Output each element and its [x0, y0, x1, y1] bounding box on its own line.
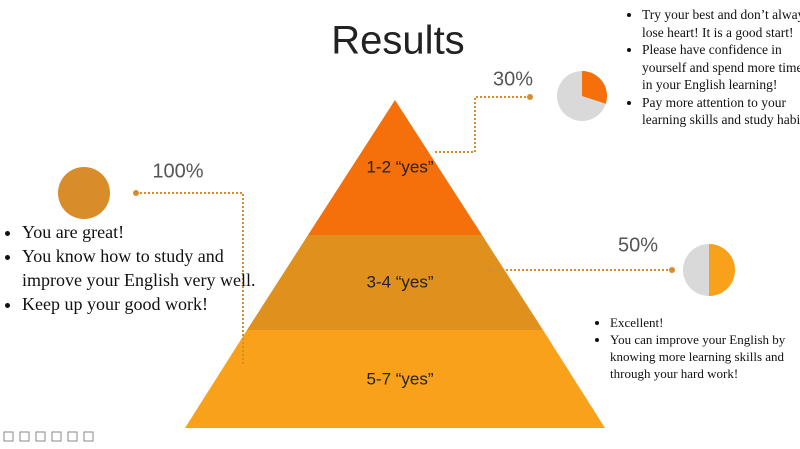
advice-item: Pay more attention to your learning skil…: [642, 94, 800, 129]
percent-label: 30%: [493, 68, 533, 90]
tier-top: [308, 100, 482, 235]
title: Results: [331, 19, 464, 63]
tier-bottom: [185, 330, 605, 428]
advice-item: You can improve your English by knowing …: [610, 331, 800, 382]
advice-item: Keep up your good work!: [22, 292, 257, 316]
advice-item: You know how to study and improve your E…: [22, 244, 257, 292]
tier-label: 1-2 “yes”: [366, 157, 433, 176]
connector-dots: [133, 94, 675, 273]
advice-list: Try your best and don’t always lose hear…: [624, 6, 800, 129]
advice-item: You are great!: [22, 220, 257, 244]
pie: [58, 167, 110, 219]
percent-label: 50%: [618, 234, 658, 256]
pie: [582, 71, 607, 104]
tier-label: 5-7 “yes”: [366, 369, 433, 388]
percent-label: 100%: [152, 160, 203, 182]
advice-item: Please have confidence in yourself and s…: [642, 41, 800, 94]
tier-middle: [247, 235, 543, 330]
advice-item: Try your best and don’t always lose hear…: [642, 6, 800, 41]
advice-list: You are great!You know how to study and …: [4, 220, 257, 316]
toolbar: [3, 431, 94, 442]
advice-list: Excellent!You can improve your English b…: [592, 314, 800, 382]
pie: [709, 244, 735, 296]
connectors: [136, 96, 672, 365]
tier-label: 3-4 “yes”: [366, 272, 433, 291]
advice-item: Excellent!: [610, 314, 800, 331]
